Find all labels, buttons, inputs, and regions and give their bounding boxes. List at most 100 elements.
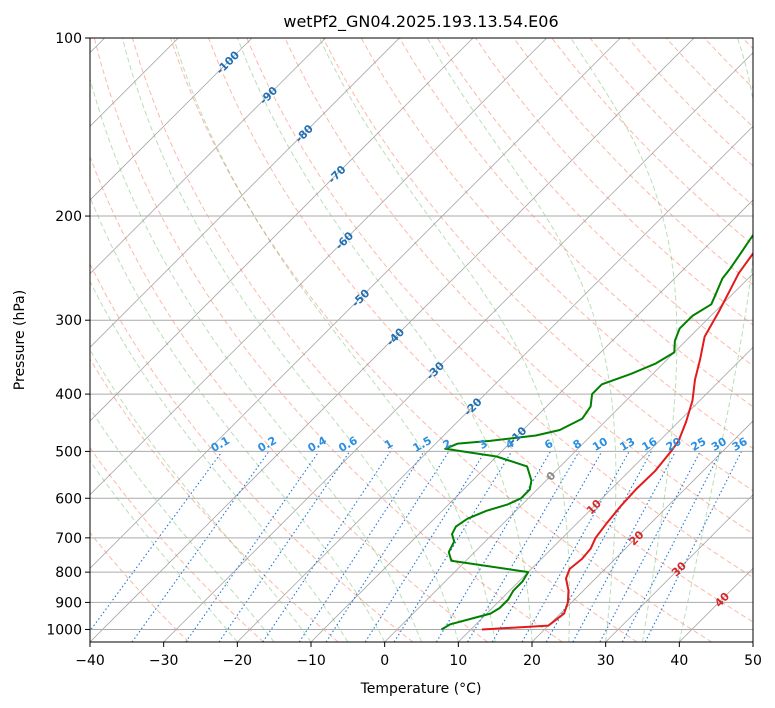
moist-adiabat: [173, 38, 496, 642]
dry-adiabat: [93, 38, 563, 642]
dry-adiabat: [665, 38, 753, 128]
isotherm-label: -90: [257, 84, 280, 107]
moist-adiabat: [426, 38, 617, 642]
dry-adiabat: [90, 358, 339, 642]
mixing-ratio-line: [491, 451, 603, 642]
mixing-ratio-label: 1: [382, 437, 395, 452]
isotherm-line: [90, 38, 621, 569]
dry-adiabat: [90, 446, 264, 642]
isotherm-label: -80: [293, 122, 316, 145]
moist-adiabat: [90, 76, 422, 642]
dry-adiabat: [703, 38, 753, 89]
chart-title: wetPf2_GN04.2025.193.13.54.E06: [283, 12, 558, 32]
mixing-ratio-line: [393, 451, 513, 642]
isotherm-line: [605, 494, 753, 642]
mixing-ratio-line: [185, 451, 320, 642]
dry-adiabat: [208, 38, 753, 623]
x-tick-label: −20: [223, 653, 253, 669]
isotherm-line: [163, 52, 753, 642]
isotherm-line: [90, 38, 400, 348]
y-tick-label: 700: [55, 531, 82, 547]
mixing-ratio-line: [599, 451, 701, 642]
dry-adiabat: [589, 38, 753, 206]
mixing-ratio-line: [90, 451, 223, 632]
grid-lines: [90, 38, 753, 642]
isotherm-label: 20: [627, 528, 647, 548]
y-tick-label: 1000: [46, 622, 82, 638]
dry-adiabat: [246, 38, 753, 578]
mixing-ratio-line: [572, 451, 677, 642]
plot-frame: [89, 37, 754, 643]
dry-adiabat: [90, 262, 414, 642]
y-tick-label: 200: [55, 209, 82, 225]
dry-adiabat: [90, 155, 488, 642]
x-axis-title: Temperature (°C): [360, 681, 482, 697]
y-tick-label: 900: [55, 595, 82, 611]
isotherm-line: [679, 567, 753, 642]
isotherm-line: [90, 38, 547, 496]
moist-adiabat: [678, 38, 753, 642]
dry-adiabat: [170, 38, 712, 642]
isotherm-label: 30: [669, 559, 689, 579]
background-reference-lines: [90, 38, 753, 642]
moist-adiabat: [570, 38, 678, 642]
isotherm-label: 10: [584, 497, 604, 517]
mixing-ratio-line: [545, 451, 652, 642]
moist-adiabat: [90, 407, 275, 642]
mixing-ratio-line: [131, 451, 270, 642]
isotherm-line: [237, 125, 753, 642]
y-tick-label: 400: [55, 387, 82, 403]
x-tick-label: 0: [380, 653, 389, 669]
x-tick-label: 30: [597, 653, 615, 669]
isotherm-label: -30: [424, 359, 447, 382]
moist-adiabat: [90, 195, 386, 642]
mixing-ratio-line: [364, 451, 486, 642]
isotherm-line: [384, 273, 753, 642]
mixing-ratio-label: 6: [542, 437, 555, 452]
y-tick-label: 600: [55, 491, 82, 507]
x-tick-label: 40: [670, 653, 688, 669]
isotherm-line: [90, 38, 474, 422]
dewpoint-profile-line: [440, 233, 753, 631]
isotherm-line: [752, 641, 753, 642]
dry-adiabat: [513, 38, 753, 286]
dry-adiabat: [131, 38, 638, 642]
mixing-ratio-line: [218, 451, 351, 642]
dry-adiabat: [284, 38, 753, 535]
isotherm-label: -20: [461, 395, 484, 418]
mixing-ratio-line: [521, 451, 630, 642]
isotherm-label: -100: [214, 48, 243, 77]
moist-adiabat: [90, 460, 238, 642]
isotherm-line: [90, 38, 253, 201]
isotherm-line: [310, 199, 753, 642]
moist-adiabat: [121, 38, 459, 642]
temperature-profile-line: [481, 251, 753, 631]
moist-adiabat: [237, 38, 533, 642]
isotherm-label: -60: [333, 229, 356, 252]
dry-adiabat: [90, 531, 190, 642]
isotherm-label: 0: [544, 469, 559, 484]
y-tick-label: 800: [55, 565, 82, 581]
isotherm-label: -70: [325, 163, 348, 186]
mixing-ratio-label: 3: [477, 437, 490, 452]
x-tick-label: 20: [523, 653, 541, 669]
x-tick-label: −40: [75, 653, 105, 669]
isotherm-line: [90, 38, 326, 275]
dry-adiabat: [322, 38, 753, 492]
y-tick-label: 300: [55, 313, 82, 329]
series-layer: [440, 233, 753, 631]
y-tick-label: 100: [55, 31, 82, 47]
dry-adiabat: [742, 38, 753, 50]
x-tick-label: −10: [296, 653, 326, 669]
y-axis: 100 200 300 400 500 600 700 800 900 1000: [46, 31, 90, 638]
x-axis: −40 −30 −20 −10 0 10 20 30 40 50: [75, 642, 762, 669]
y-tick-label: 500: [55, 444, 82, 460]
moist-adiabat: [90, 348, 312, 642]
isotherm-line: [531, 420, 753, 642]
isopleth-labels: -100-90-80-70-60-50-40-30-20-10010203040…: [209, 48, 750, 610]
mixing-ratio-line: [644, 451, 742, 642]
x-tick-label: 50: [744, 653, 762, 669]
mixing-ratio-line: [467, 451, 580, 642]
x-tick-label: 10: [449, 653, 467, 669]
